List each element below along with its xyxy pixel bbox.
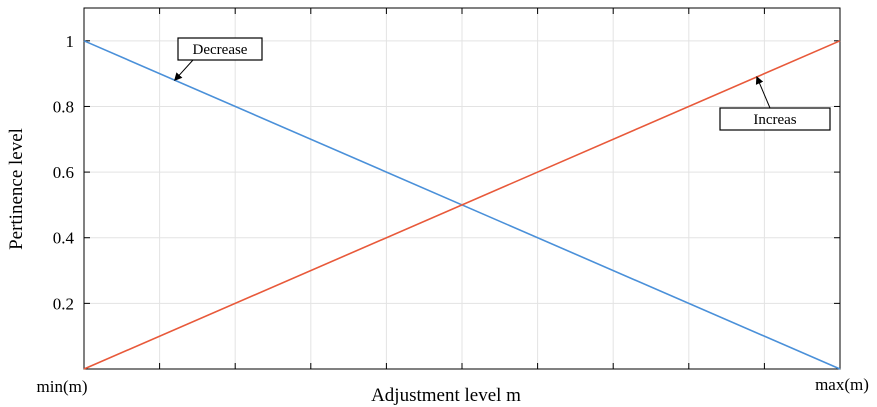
annotation-label: Increas [753,112,796,128]
y-tick-label: 0.2 [53,294,74,313]
tick-labels: 0.2 0.4 0.6 0.8 1 min(m) max(m) [37,32,869,396]
y-tick-label: 0.6 [53,163,74,182]
y-tick-label: 0.8 [53,97,74,116]
annotation-arrow [755,75,771,109]
x-tick-label-max: max(m) [815,375,869,394]
series-line-increas [83,40,841,370]
annotation-box [719,107,831,131]
y-axis-label: Pertinence level [6,128,27,250]
grid [84,8,840,369]
series-layer [83,40,841,370]
annotation-label: Decrease [193,42,248,58]
y-tick-label: 0.4 [53,229,75,248]
y-tick-label: 1 [66,32,75,51]
x-tick-label-min: min(m) [37,377,88,396]
annotation-increas: Increas [719,75,831,131]
annotation-layer: Decrease Increas [174,37,831,131]
annotation-box [177,37,263,61]
annotation-decrease: Decrease [174,37,263,81]
axis-ticks [84,8,840,369]
annotation-arrow [174,59,194,81]
x-axis-label: Adjustment level m [371,385,521,406]
